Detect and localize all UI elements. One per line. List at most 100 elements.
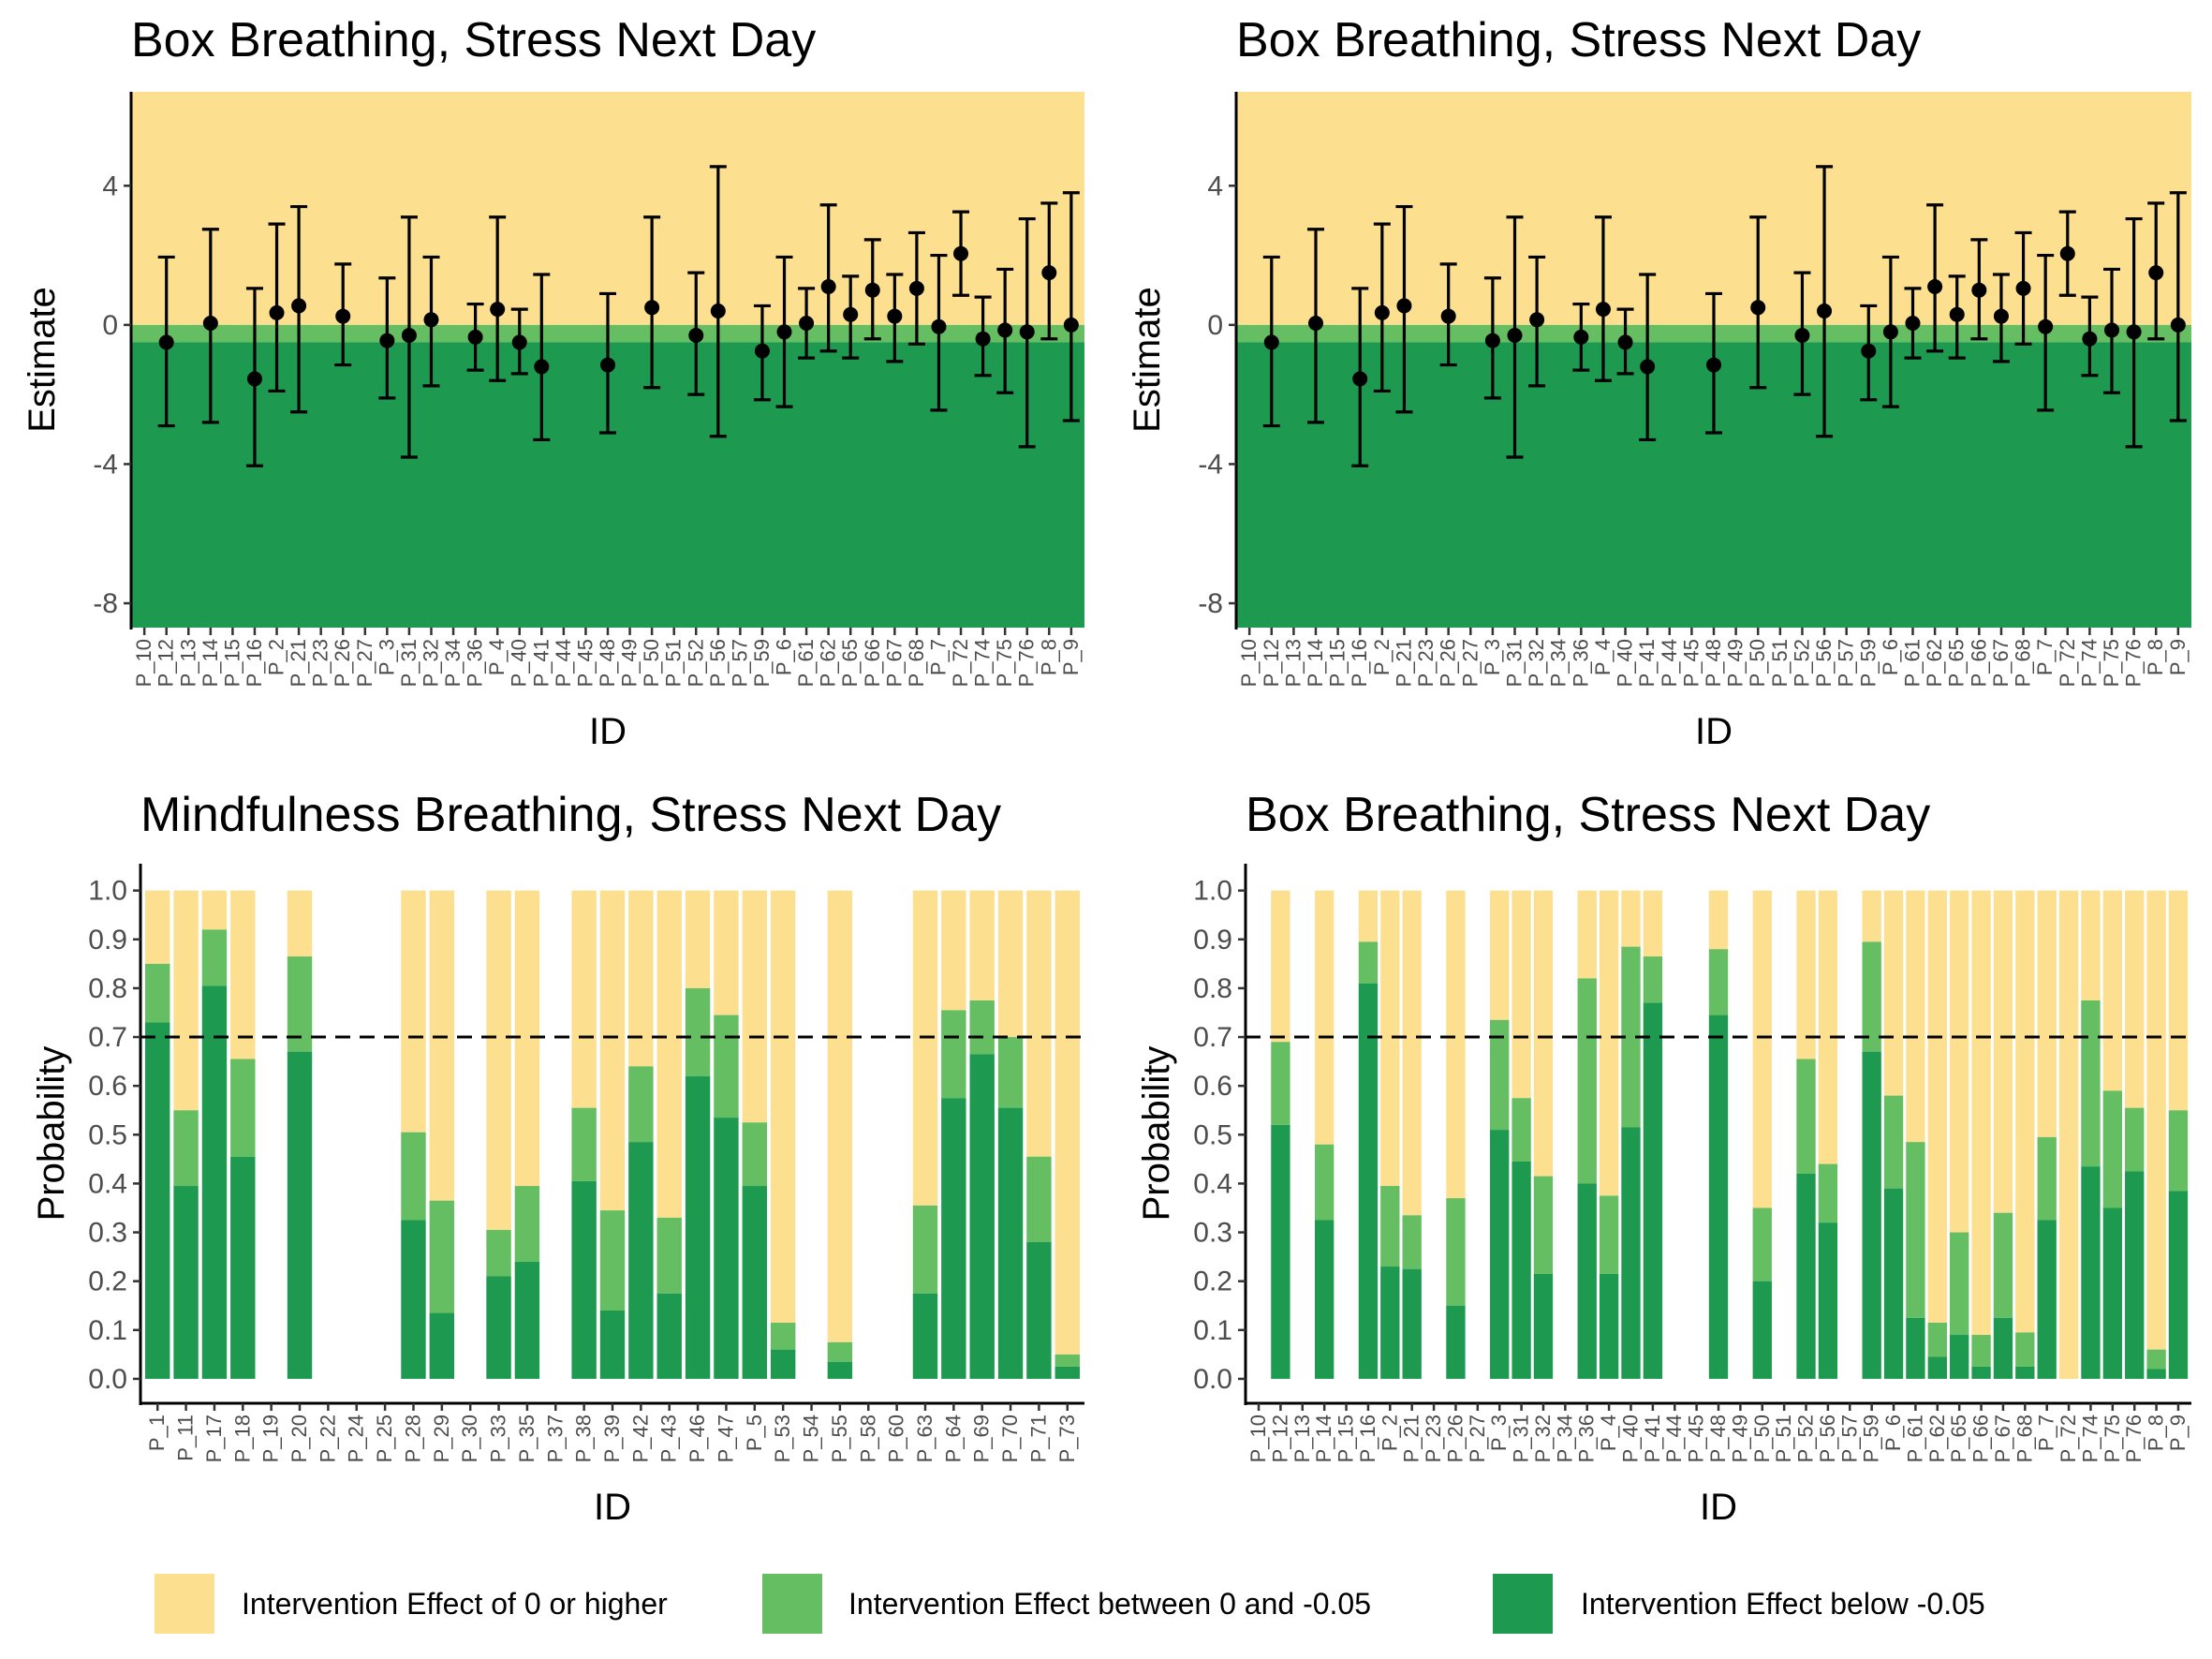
- bar-segment-mid-P_55: [827, 1341, 853, 1362]
- y-tick-label: 0.6: [88, 1071, 127, 1102]
- x-axis-label: ID: [589, 711, 627, 752]
- x-tick-label: P_17: [202, 1415, 226, 1462]
- bar-segment-low-P_69: [969, 1054, 995, 1379]
- panel-title: Box Breathing, Stress Next Day: [1236, 13, 1921, 67]
- bar-segment-mid-P_53: [770, 1322, 796, 1350]
- x-tick-label: P_72: [2057, 1415, 2080, 1462]
- y-axis-label: Probability: [31, 1046, 72, 1222]
- x-tick-label: P_51: [662, 639, 686, 687]
- bar-segment-high-P_20: [287, 890, 313, 957]
- bar-segment-low-P_9: [2168, 1191, 2189, 1379]
- estimate-point-P_52: [688, 328, 704, 343]
- bar-segment-high-P_31: [1512, 890, 1531, 1099]
- x-tick-label: P_45: [573, 639, 597, 687]
- x-tick-label: P_66: [1967, 639, 1990, 687]
- bar-segment-low-P_21: [1402, 1268, 1422, 1379]
- x-tick-label: P_56: [1812, 639, 1836, 687]
- x-tick-label: P_12: [155, 639, 178, 687]
- bar-segment-high-P_29: [429, 890, 455, 1201]
- x-tick-label: P_61: [1901, 639, 1924, 687]
- bar-segment-low-P_68: [2015, 1366, 2035, 1379]
- bar-segment-low-P_48: [1708, 1015, 1729, 1379]
- bar-segment-mid-P_65: [1950, 1232, 1969, 1336]
- y-axis-label: Estimate: [22, 287, 63, 433]
- bar-segment-low-P_52: [1796, 1174, 1816, 1379]
- x-tick-label: P_13: [1290, 1415, 1314, 1462]
- estimate-point-P_8: [2148, 265, 2164, 281]
- bar-segment-mid-P_7: [2037, 1136, 2057, 1221]
- bar-segment-mid-P_71: [1026, 1156, 1052, 1242]
- x-tick-label: P_61: [794, 639, 818, 687]
- estimate-point-P_14: [1308, 316, 1323, 331]
- estimate-point-P_59: [1861, 343, 1877, 359]
- bar-segment-high-P_3: [1490, 890, 1510, 1020]
- x-tick-label: P_62: [1923, 639, 1946, 687]
- x-tick-label: P_51: [1768, 639, 1792, 687]
- bar-segment-high-P_50: [1752, 890, 1772, 1208]
- x-tick-label: P_36: [1569, 639, 1592, 687]
- bar-segment-low-P_35: [514, 1261, 540, 1379]
- x-tick-label: P_34: [1553, 1415, 1576, 1462]
- x-tick-label: P_53: [771, 1415, 794, 1462]
- bar-segment-low-P_26: [1446, 1305, 1466, 1379]
- bar-segment-low-P_31: [1512, 1161, 1531, 1379]
- estimate-point-P_56: [1817, 304, 1833, 318]
- legend-key-high: [155, 1574, 214, 1634]
- x-tick-label: P_32: [1531, 1415, 1555, 1462]
- bar-segment-high-P_46: [685, 890, 711, 988]
- bar-segment-high-P_1: [145, 890, 170, 964]
- x-tick-label: P_76: [2122, 1415, 2146, 1462]
- bar-segment-high-P_66: [1971, 890, 1991, 1336]
- bar-segment-mid-P_3: [1490, 1019, 1510, 1131]
- x-tick-label: P_35: [515, 1415, 538, 1462]
- x-tick-label: P_52: [1794, 1415, 1818, 1462]
- x-tick-label: P_10: [132, 639, 155, 687]
- bar-segment-high-P_21: [1402, 890, 1422, 1216]
- bar-segment-low-P_74: [2081, 1166, 2101, 1379]
- bar-segment-mid-P_52: [1796, 1059, 1816, 1175]
- x-tick-label: P_10: [1237, 639, 1261, 687]
- x-tick-label: P_55: [828, 1415, 851, 1462]
- bar-segment-mid-P_12: [1271, 1042, 1290, 1125]
- estimate-point-P_75: [997, 322, 1013, 338]
- bar-segment-low-P_42: [628, 1142, 654, 1379]
- estimate-point-P_74: [975, 331, 991, 347]
- bar-segment-mid-P_28: [401, 1132, 426, 1221]
- bar-segment-high-P_4: [1599, 890, 1619, 1196]
- x-tick-label: P_66: [861, 639, 884, 687]
- bar-segment-mid-P_26: [1446, 1198, 1466, 1306]
- legend-label-low: Intervention Effect below -0.05: [1581, 1587, 1985, 1621]
- bar-segment-mid-P_73: [1054, 1354, 1080, 1367]
- estimate-panel-top-right: Box Breathing, Stress Next Day 4 0 -4 -8 P_10…: [1127, 13, 2191, 752]
- estimate-point-P_74: [2082, 331, 2098, 347]
- x-tick-label: P_16: [243, 639, 266, 687]
- estimate-panel-top-left: Box Breathing, Stress Next Day 4 0 -4 -8 P_10…: [22, 13, 1084, 752]
- x-tick-label: P_61: [1903, 1415, 1926, 1462]
- x-tick-label: P_6: [1879, 639, 1902, 675]
- x-tick-label: P_24: [345, 1415, 368, 1462]
- estimate-point-P_6: [1882, 324, 1898, 340]
- x-tick-label: P_47: [714, 1415, 737, 1462]
- background-band-high: [131, 92, 1084, 325]
- bar-segment-high-P_62: [1927, 890, 1947, 1323]
- x-tick-label: P_21: [287, 639, 310, 687]
- bar-segment-low-P_33: [486, 1276, 511, 1379]
- estimate-point-P_8: [1041, 265, 1057, 281]
- x-tick-label: P_1: [145, 1415, 169, 1451]
- estimate-point-P_32: [423, 312, 439, 328]
- bar-segment-high-P_18: [230, 890, 256, 1059]
- y-tick-label: 0.6: [1193, 1071, 1232, 1102]
- x-tick-label: P_33: [487, 1415, 510, 1462]
- bar-segment-high-P_68: [2015, 890, 2035, 1333]
- x-tick-label: P_4: [1591, 639, 1615, 675]
- bar-segment-low-P_20: [287, 1051, 313, 1379]
- estimate-point-P_21: [1396, 298, 1412, 314]
- legend-label-high: Intervention Effect of 0 or higher: [242, 1587, 668, 1621]
- bar-segment-mid-P_43: [656, 1217, 682, 1294]
- estimate-point-P_21: [291, 298, 307, 314]
- x-tick-label: P_56: [1816, 1415, 1839, 1462]
- bar-segment-mid-P_36: [1577, 978, 1597, 1184]
- x-tick-label: P_32: [419, 639, 442, 687]
- bar-segment-mid-P_18: [230, 1059, 256, 1157]
